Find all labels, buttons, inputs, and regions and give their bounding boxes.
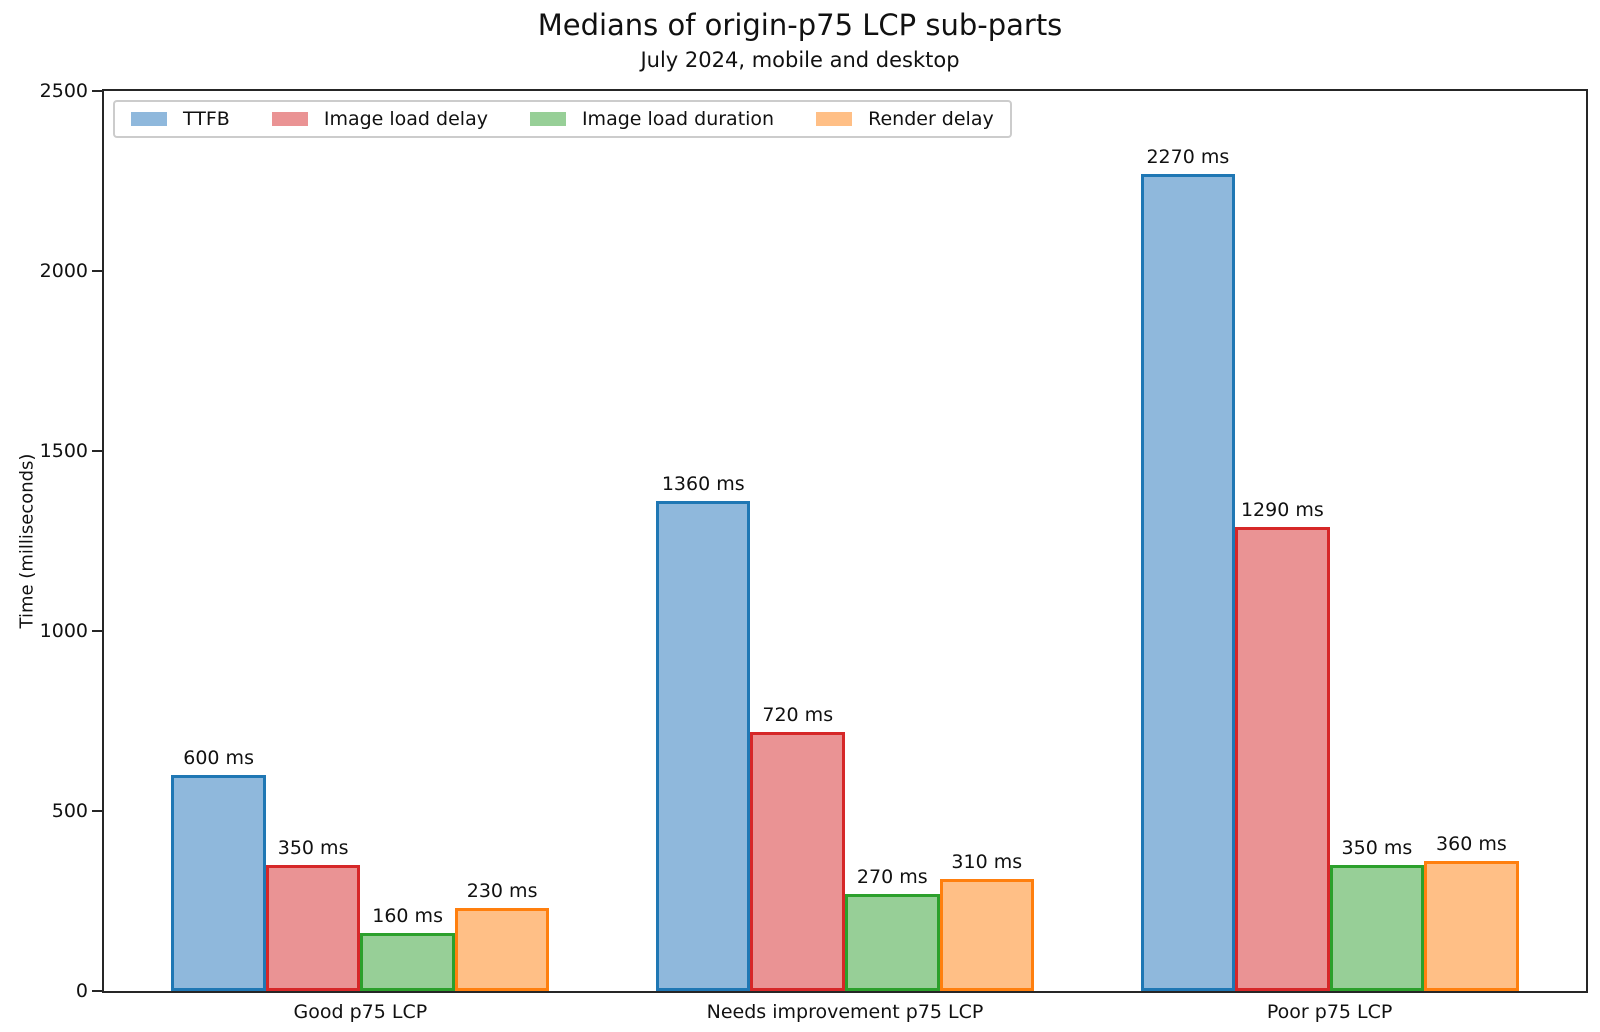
x-tick-label-poor-p75-lcp: Poor p75 LCP: [1266, 1001, 1393, 1023]
y-tick-mark: [92, 990, 102, 992]
y-tick-mark: [92, 810, 102, 812]
bar-value-label: 310 ms: [951, 851, 1023, 874]
bar-value-label: 230 ms: [466, 880, 538, 903]
bar-ttfb-good-p75-lcp: [171, 775, 266, 991]
bar-image-load-duration-needs-improvement-p75-lcp: [845, 893, 940, 991]
bar-value-label: 360 ms: [1436, 833, 1507, 856]
legend-label: Image load duration: [581, 108, 775, 130]
y-tick-mark: [92, 90, 102, 92]
bar-ttfb-poor-p75-lcp: [1140, 173, 1236, 991]
bar-value-label: 160 ms: [372, 905, 443, 928]
legend-swatch: [131, 112, 167, 126]
legend-entry-image-load-duration: Image load duration: [529, 108, 775, 130]
legend-entry-image-load-delay: Image load delay: [271, 108, 488, 130]
chart-subtitle: July 2024, mobile and desktop: [640, 48, 960, 72]
legend-swatch: [271, 112, 308, 126]
y-tick-mark: [92, 450, 102, 452]
legend-entry-ttfb: TTFB: [131, 108, 230, 130]
bar-image-load-duration-good-p75-lcp: [360, 933, 455, 991]
y-tick-label-500: 500: [51, 800, 88, 822]
bar-image-load-delay-needs-improvement-p75-lcp: [750, 731, 845, 991]
y-tick-label-2500: 2500: [39, 80, 88, 102]
x-tick-label-good-p75-lcp: Good p75 LCP: [293, 1001, 428, 1023]
legend-label: Image load delay: [323, 108, 488, 130]
bar-value-label: 600 ms: [183, 747, 254, 769]
legend-entry-render-delay: Render delay: [816, 108, 994, 130]
legend-label: Render delay: [868, 108, 994, 130]
bar-value-label: 350 ms: [277, 837, 349, 859]
bar-render-delay-good-p75-lcp: [454, 908, 550, 991]
bar-value-label: 1290 ms: [1240, 498, 1324, 521]
x-tick-label-needs-improvement-p75-lcp: Needs improvement p75 LCP: [706, 1001, 984, 1023]
y-tick-mark: [92, 270, 102, 272]
bar-ttfb-needs-improvement-p75-lcp: [655, 501, 751, 991]
y-tick-mark: [92, 630, 102, 632]
bar-image-load-delay-good-p75-lcp: [265, 865, 361, 991]
bar-render-delay-needs-improvement-p75-lcp: [939, 879, 1034, 991]
y-tick-label-1500: 1500: [39, 440, 88, 462]
chart-title: Medians of origin-p75 LCP sub-parts: [537, 8, 1063, 42]
plot-area: 0 500 1000 1500 2000 2500 600 ms 350 ms 160 ms 2…: [40, 80, 1588, 1023]
y-tick-label-0: 0: [75, 980, 88, 1002]
y-tick-label-2000: 2000: [39, 260, 88, 282]
bar-value-label: 2270 ms: [1146, 145, 1230, 168]
y-tick-label-1000: 1000: [39, 620, 88, 642]
bar-render-delay-poor-p75-lcp: [1424, 861, 1519, 991]
legend-label: TTFB: [183, 108, 230, 130]
legend-swatch: [816, 112, 853, 126]
bar-value-label: 270 ms: [856, 865, 928, 888]
bar-value-label: 1360 ms: [661, 473, 745, 496]
legend: TTFB Image load delay Image load duration R…: [113, 100, 1012, 138]
legend-swatch: [529, 112, 566, 126]
bar-value-label: 720 ms: [762, 703, 834, 726]
bar-image-load-delay-poor-p75-lcp: [1235, 526, 1330, 991]
bar-image-load-duration-poor-p75-lcp: [1329, 865, 1425, 991]
y-axis-label: Time (milliseconds): [16, 453, 38, 629]
bar-value-label: 350 ms: [1341, 837, 1413, 859]
